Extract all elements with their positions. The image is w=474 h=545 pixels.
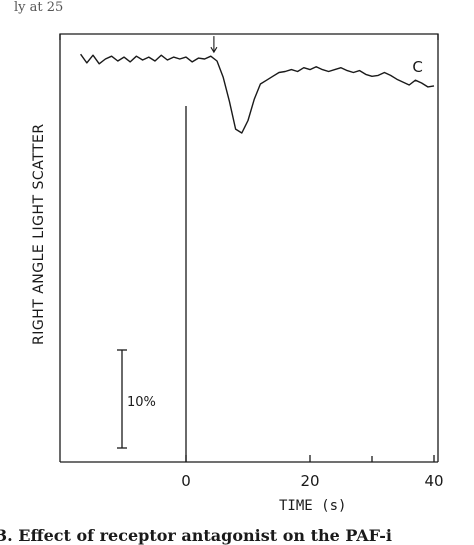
data-point-c-17 (185, 57, 186, 58)
data-point-c-39 (322, 69, 323, 70)
data-point-c-38 (316, 66, 317, 67)
data-point-c-32 (278, 72, 279, 73)
y-axis-title: RIGHT ANGLE LIGHT SCATTER (31, 123, 47, 345)
data-point-c-48 (378, 75, 379, 76)
data-point-c-31 (272, 76, 273, 77)
plot-frame (59, 33, 439, 463)
data-point-c-22 (216, 60, 217, 61)
data-point-c-55 (421, 82, 422, 83)
addition-marker-c (210, 36, 218, 54)
data-point-c-11 (148, 57, 149, 58)
data-point-c-19 (198, 58, 199, 59)
data-point-c-43 (347, 70, 348, 71)
data-point-c-16 (179, 58, 180, 59)
data-point-c-6 (117, 60, 118, 61)
data-point-c-10 (142, 59, 143, 60)
data-point-c-45 (359, 70, 360, 71)
data-point-c-46 (365, 74, 366, 75)
data-point-c-47 (371, 76, 372, 77)
data-point-c-53 (409, 84, 410, 85)
data-point-c-4 (105, 58, 106, 59)
data-point-c-33 (285, 71, 286, 72)
data-point-c-40 (328, 71, 329, 72)
data-point-c-34 (291, 69, 292, 70)
data-point-c-15 (173, 57, 174, 58)
data-point-c-2 (92, 55, 93, 56)
data-point-c-25 (235, 129, 236, 130)
data-point-c-14 (167, 59, 168, 60)
data-point-c-20 (204, 58, 205, 59)
data-point-c-9 (136, 56, 137, 57)
data-point-c-12 (154, 60, 155, 61)
x-ticks: 0 20 40 (181, 455, 444, 490)
data-point-c-42 (340, 67, 341, 68)
data-point-c-56 (427, 86, 428, 87)
data-point-c-18 (192, 61, 193, 62)
data-point-c-50 (390, 75, 391, 76)
data-point-c-41 (334, 69, 335, 70)
data-point-c-21 (210, 56, 211, 57)
data-point-c-27 (247, 120, 248, 121)
data-point-c-36 (303, 67, 304, 68)
trace-c (80, 53, 435, 134)
data-point-c-57 (433, 85, 434, 86)
data-point-c-23 (223, 77, 224, 78)
data-point-c-3 (99, 63, 100, 64)
data-point-c-29 (260, 83, 261, 84)
header-fragment: ly at 25 (14, 0, 63, 15)
caption-fragment: 3. Effect of receptor antagonist on the … (0, 526, 392, 545)
data-point-c-30 (266, 80, 267, 81)
data-point-c-28 (254, 99, 255, 100)
scale-bar-label: 10% (127, 395, 156, 410)
data-point-c-49 (384, 72, 385, 73)
traces: ABC (80, 36, 435, 134)
data-point-c-35 (297, 71, 298, 72)
x-axis-title: TIME (s) (279, 498, 346, 514)
data-point-c-44 (353, 72, 354, 73)
data-point-c-8 (130, 61, 131, 62)
data-point-c-0 (80, 54, 81, 55)
data-point-c-52 (402, 82, 403, 83)
data-point-c-37 (309, 69, 310, 70)
x-tick-label-0: 0 (181, 472, 191, 490)
data-point-c-1 (86, 62, 87, 63)
frame-top (59, 33, 439, 40)
data-point-c-54 (415, 80, 416, 81)
series-label-c: C (412, 58, 422, 76)
data-point-c-5 (111, 56, 112, 57)
data-point-c-51 (396, 79, 397, 80)
data-point-c-26 (241, 132, 242, 133)
data-point-c-7 (123, 57, 124, 58)
x-tick-label-40: 40 (424, 472, 443, 490)
data-point-c-13 (161, 55, 162, 56)
x-tick-label-20: 20 (300, 472, 319, 490)
data-point-c-24 (229, 101, 230, 102)
scale-bar: 10% (117, 349, 156, 449)
